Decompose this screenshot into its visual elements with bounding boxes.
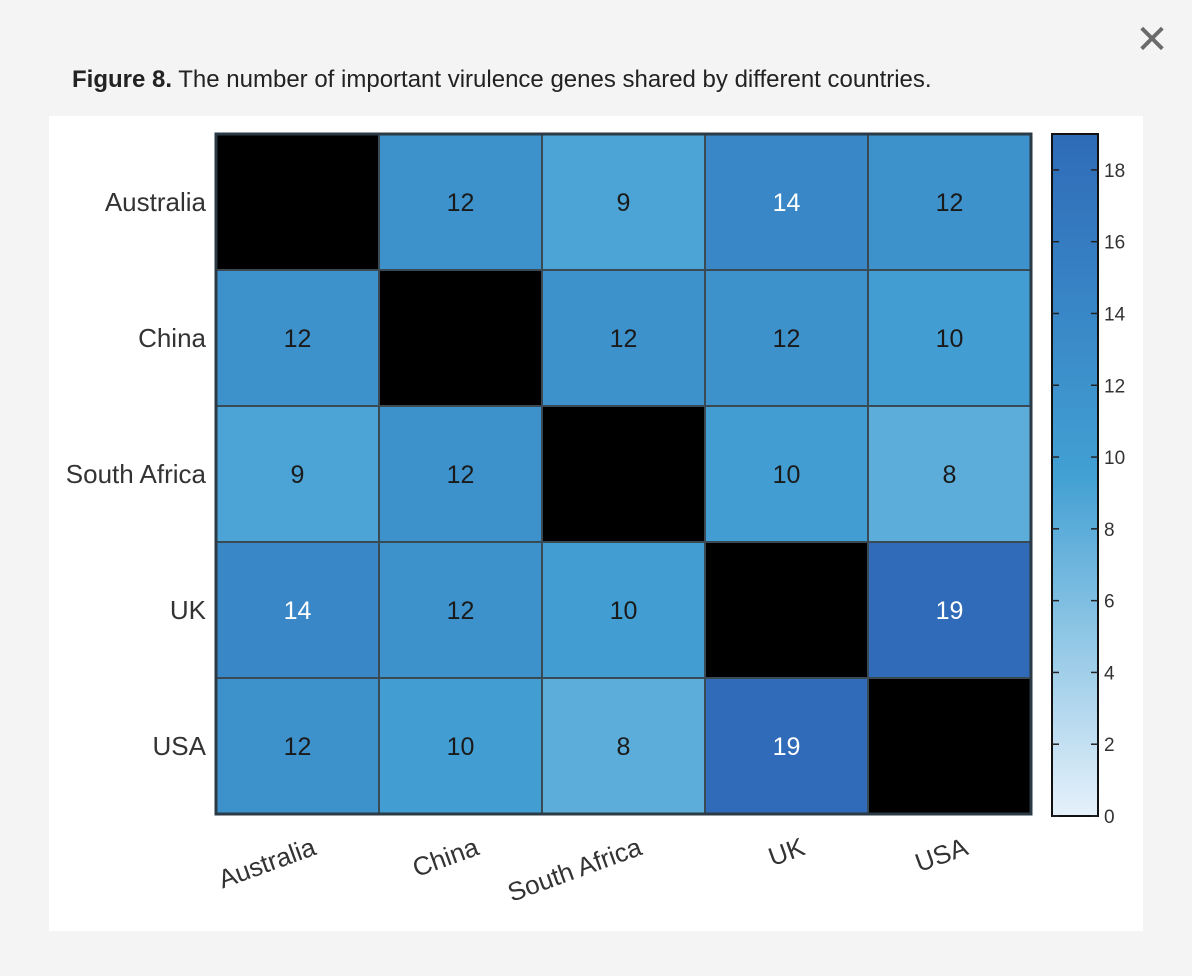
- cell-value-label: 12: [447, 461, 475, 489]
- heatmap-cell: [378, 541, 543, 679]
- cell-value-label: 12: [447, 597, 475, 625]
- close-icon[interactable]: ✕: [1135, 17, 1169, 63]
- figure-caption: Figure 8. The number of important virule…: [72, 66, 932, 94]
- heatmap-cell: [867, 541, 1032, 679]
- cell-value-label: 8: [943, 461, 957, 489]
- heatmap-cell: [378, 677, 543, 815]
- cell-value-label: 8: [617, 733, 631, 761]
- column-label: UK: [764, 831, 809, 872]
- heatmap-chart: 12 9 14 12 12 12 12 10 9 12 10 8 14 12 10 19 12 10 8 19 Aus…: [66, 132, 1126, 908]
- colorbar-tick-label: 4: [1104, 663, 1115, 684]
- colorbar-tick-label: 6: [1104, 592, 1115, 613]
- cell-value-label: 10: [447, 733, 475, 761]
- column-label: China: [408, 831, 483, 883]
- heatmap-cell: [378, 269, 543, 407]
- heatmap-cell: [215, 133, 380, 271]
- cell-value-label: 10: [610, 597, 638, 625]
- heatmap-cell: [378, 405, 543, 543]
- cell-value-label: 12: [936, 189, 964, 217]
- colorbar-tick-label: 18: [1104, 161, 1125, 182]
- colorbar-tick-label: 16: [1104, 233, 1125, 254]
- cell-value-label: 12: [284, 733, 312, 761]
- heatmap-cell: [215, 269, 380, 407]
- heatmap-cell: [867, 133, 1032, 271]
- cell-value-label: 19: [773, 733, 801, 761]
- cell-value-label: 14: [284, 597, 312, 625]
- cell-value-label: 9: [617, 189, 631, 217]
- heatmap-cell: [704, 541, 869, 679]
- row-label: USA: [153, 731, 207, 761]
- heatmap-cell: [541, 405, 706, 543]
- colorbar: [1051, 133, 1099, 817]
- figure-panel: 12 9 14 12 12 12 12 10 9 12 10 8 14 12 10 19 12 10 8 19 Aus…: [49, 116, 1143, 931]
- cell-value-label: 12: [284, 325, 312, 353]
- cell-value-label: 12: [773, 325, 801, 353]
- colorbar-tick-label: 12: [1104, 376, 1125, 397]
- row-label: China: [138, 323, 206, 353]
- heatmap-cell: [867, 269, 1032, 407]
- cell-value-label: 19: [936, 597, 964, 625]
- column-label: Australia: [214, 831, 320, 894]
- heatmap-cell: [541, 269, 706, 407]
- column-label: South Africa: [504, 831, 647, 907]
- heatmap-cell: [378, 133, 543, 271]
- heatmap-cell: [215, 541, 380, 679]
- row-label: Australia: [105, 187, 207, 217]
- heatmap-frame: [214, 132, 1033, 816]
- cell-value-label: 14: [773, 189, 801, 217]
- cell-value-label: 10: [936, 325, 964, 353]
- cell-value-label: 12: [610, 325, 638, 353]
- heatmap-cell: [541, 133, 706, 271]
- figure-number: Figure 8.: [72, 66, 173, 93]
- heatmap-cell: [867, 405, 1032, 543]
- cell-value-label: 12: [447, 189, 475, 217]
- row-label: UK: [170, 595, 207, 625]
- colorbar-tick-label: 14: [1104, 304, 1126, 325]
- cell-value-label: 10: [773, 461, 801, 489]
- colorbar-tick-label: 0: [1104, 807, 1115, 828]
- colorbar-tick-label: 10: [1104, 448, 1125, 469]
- figure-caption-text: The number of important virulence genes …: [172, 66, 932, 93]
- heatmap-cell: [867, 677, 1032, 815]
- colorbar-tick-label: 8: [1104, 520, 1115, 541]
- heatmap-cell: [704, 677, 869, 815]
- heatmap-cell: [541, 677, 706, 815]
- column-label: USA: [911, 831, 972, 878]
- colorbar-tick-label: 2: [1104, 735, 1115, 756]
- row-label: South Africa: [66, 459, 207, 489]
- cell-value-label: 9: [291, 461, 305, 489]
